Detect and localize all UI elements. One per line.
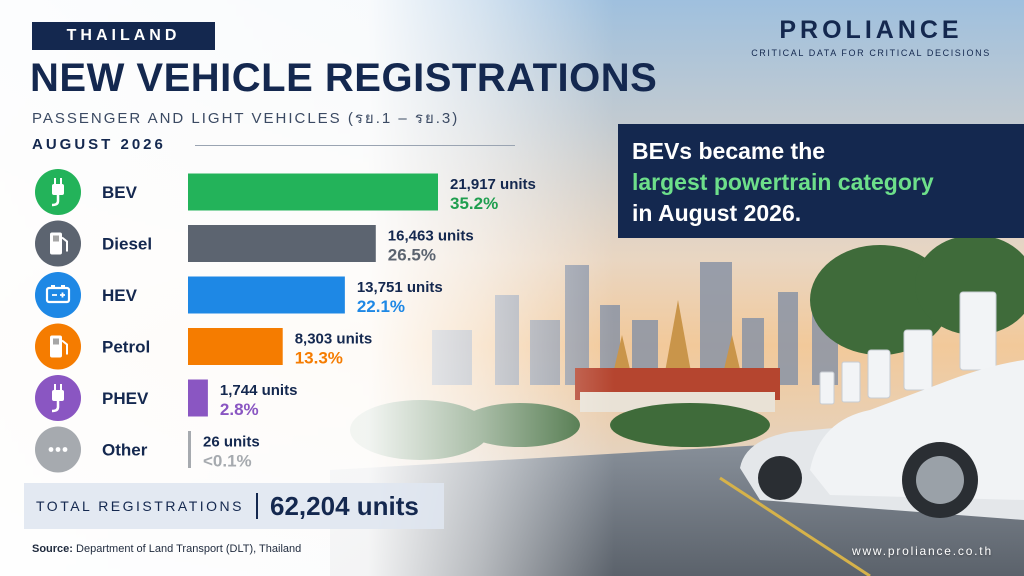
divider [195,145,515,146]
plug-icon [35,375,81,421]
share-label: 26.5% [388,246,436,265]
units-label: 16,463 units [388,228,474,245]
bar [188,225,376,262]
units-label: 13,751 units [357,279,443,296]
share-label: 22.1% [357,297,405,316]
bar [188,431,191,468]
units-label: 26 units [203,434,260,451]
share-label: <0.1% [203,452,252,471]
bar [188,173,438,211]
category-label: Other [102,441,148,460]
battery-icon [35,272,81,318]
page-title: NEW VEHICLE REGISTRATIONS [30,56,658,100]
fuel-pump-icon [35,220,81,267]
total-separator [256,493,259,519]
source-text: Department of Land Transport (DLT), Thai… [76,543,302,555]
category-label: PHEV [102,389,149,408]
highlight-callout: BEVs became the largest powertrain categ… [618,124,1024,238]
fuel-pump-icon [35,323,81,370]
bar [188,276,345,314]
bar [188,328,283,365]
page-subtitle: PASSENGER AND LIGHT VEHICLES (รย.1 – รย.… [32,110,460,127]
share-label: 2.8% [220,400,259,419]
source-prefix: Source: [32,543,73,555]
units-label: 8,303 units [295,331,373,348]
callout-line-3: in August 2026. [632,200,802,226]
units-label: 21,917 units [450,176,536,193]
units-label: 1,744 units [220,382,298,399]
plug-icon [35,169,81,215]
category-label: HEV [102,286,138,305]
website-link[interactable]: www.proliance.co.th [852,544,993,558]
total-registrations-bar: TOTAL REGISTRATIONS 62,204 units [24,483,444,529]
chart-row-other: Other 26 units<0.1% [35,426,260,473]
category-label: BEV [102,183,138,202]
callout-line-1: BEVs became the [632,138,826,164]
total-value: 62,204 units [270,490,419,521]
source-note: Source: Department of Land Transport (DL… [32,543,301,555]
category-label: Diesel [102,235,152,254]
brand-tagline: CRITICAL DATA FOR CRITICAL DECISIONS [751,48,991,58]
category-label: Petrol [102,338,150,357]
ellipsis-icon [35,426,81,473]
brand-name: PROLIANCE [779,16,963,44]
brand-logo: PROLIANCE CRITICAL DATA FOR CRITICAL DEC… [740,16,1002,58]
bar [188,379,208,417]
total-label: TOTAL REGISTRATIONS [36,498,245,514]
callout-line-2: largest powertrain category [632,169,934,195]
country-badge: THAILAND [32,22,215,50]
period-label: AUGUST 2026 [32,136,166,153]
share-label: 13.3% [295,349,343,368]
share-label: 35.2% [450,194,498,213]
